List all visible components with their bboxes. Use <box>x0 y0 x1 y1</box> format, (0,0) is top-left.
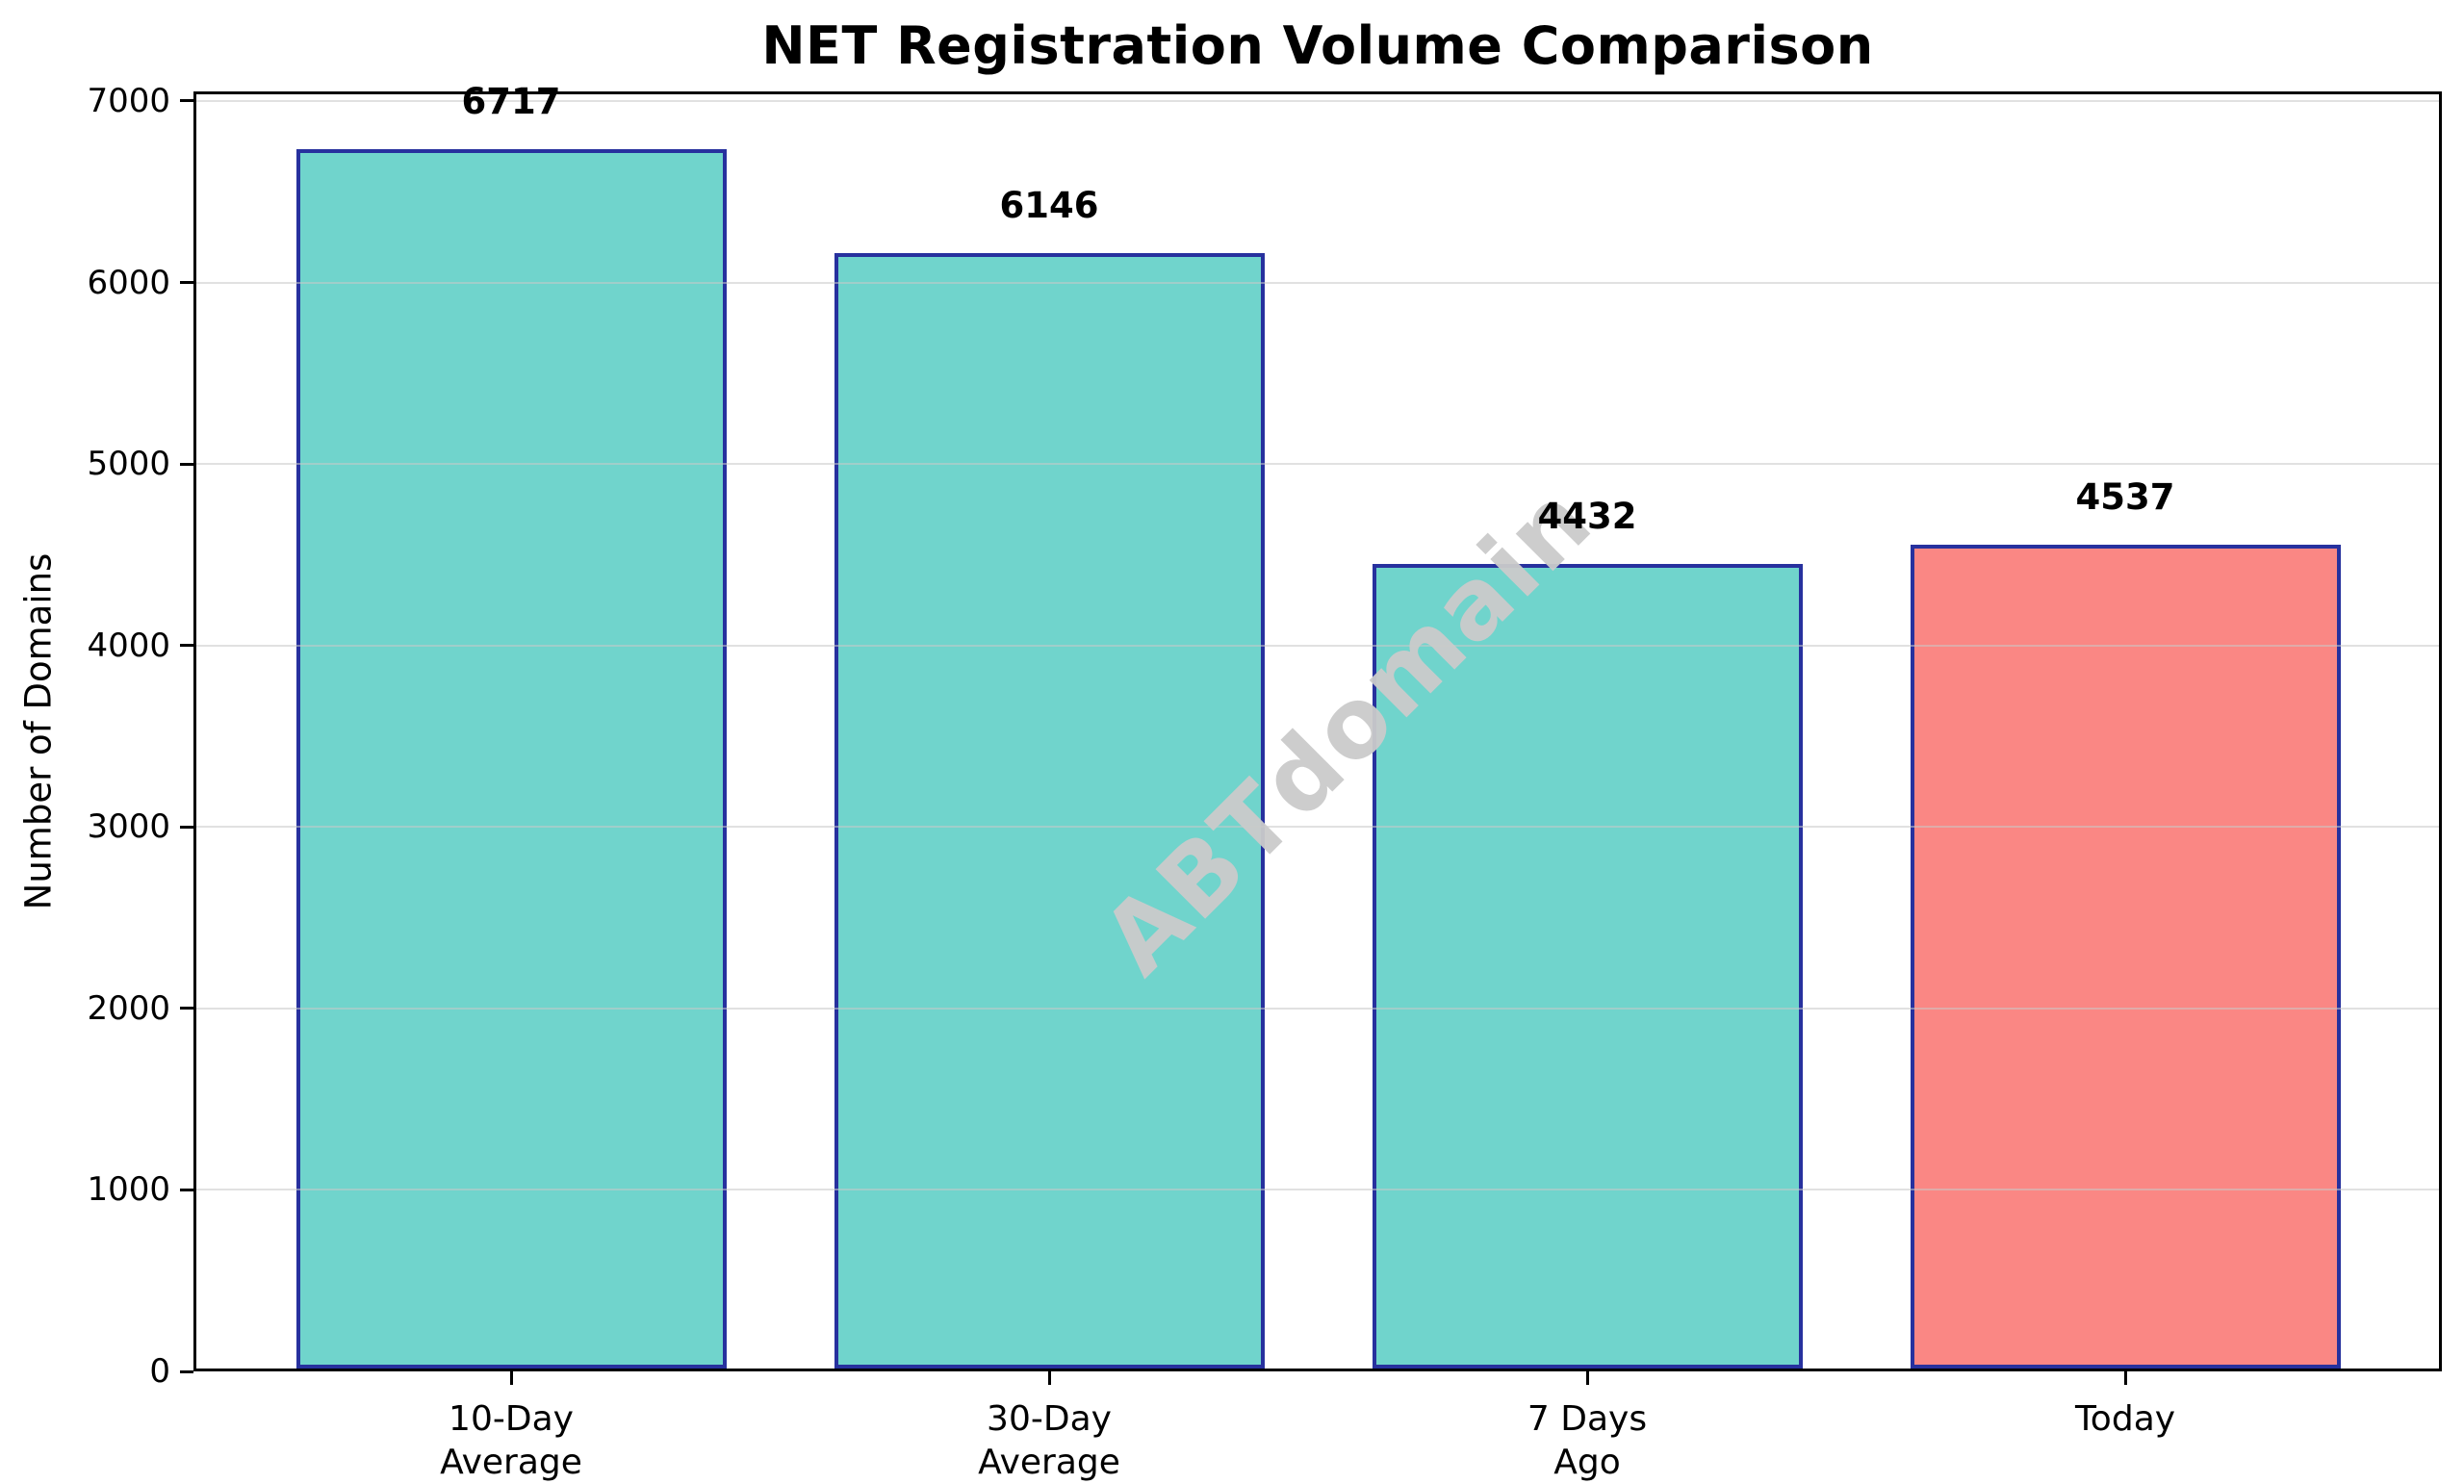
x-tick-label: Today <box>2074 1399 2176 1439</box>
bar-value-label: 4432 <box>1537 496 1637 538</box>
x-tick-mark <box>1585 1371 1589 1385</box>
x-tick-mark <box>509 1371 513 1385</box>
y-tick-mark <box>180 644 193 648</box>
plot-area: 6717 6146 4432 4537 <box>193 81 2442 1371</box>
y-tick-label: 4000 <box>87 626 170 665</box>
bar-value-label: 6146 <box>999 185 1099 227</box>
y-axis-title: Number of Domains <box>17 552 60 910</box>
y-tick-label: 1000 <box>87 1170 170 1210</box>
y-tick-mark <box>180 825 193 829</box>
bar-2 <box>834 253 1265 1369</box>
y-tick-mark <box>180 1369 193 1373</box>
bar-3 <box>1372 564 1803 1369</box>
bar-value-label: 4537 <box>2075 476 2175 519</box>
y-tick-mark <box>180 1007 193 1011</box>
y-tick-mark <box>180 281 193 285</box>
y-tick-mark <box>180 99 193 103</box>
gridline <box>196 826 2439 829</box>
y-tick-label: 0 <box>149 1352 170 1391</box>
bar-4 <box>1910 545 2341 1369</box>
bar-1 <box>295 149 727 1369</box>
bar-value-label: 6717 <box>461 81 561 123</box>
gridline <box>196 463 2439 466</box>
gridline <box>196 644 2439 647</box>
x-tick-mark <box>1047 1371 1051 1385</box>
y-tick-label: 6000 <box>87 263 170 302</box>
gridline <box>196 99 2439 102</box>
y-tick-label: 2000 <box>87 988 170 1028</box>
y-tick-label: 5000 <box>87 445 170 484</box>
x-tick-mark <box>2123 1371 2127 1385</box>
y-tick-mark <box>180 1188 193 1191</box>
x-tick-label: 7 Days Ago <box>1527 1399 1648 1482</box>
y-tick-mark <box>180 462 193 466</box>
chart-title: NET Registration Volume Comparison <box>761 15 1874 76</box>
gridline <box>196 1189 2439 1191</box>
x-tick-label: 30-Day Average <box>978 1399 1120 1482</box>
x-tick-label: 10-Day Average <box>440 1399 582 1482</box>
gridline <box>196 1007 2439 1010</box>
gridline <box>196 281 2439 284</box>
y-tick-label: 3000 <box>87 807 170 847</box>
y-tick-label: 7000 <box>87 81 170 120</box>
